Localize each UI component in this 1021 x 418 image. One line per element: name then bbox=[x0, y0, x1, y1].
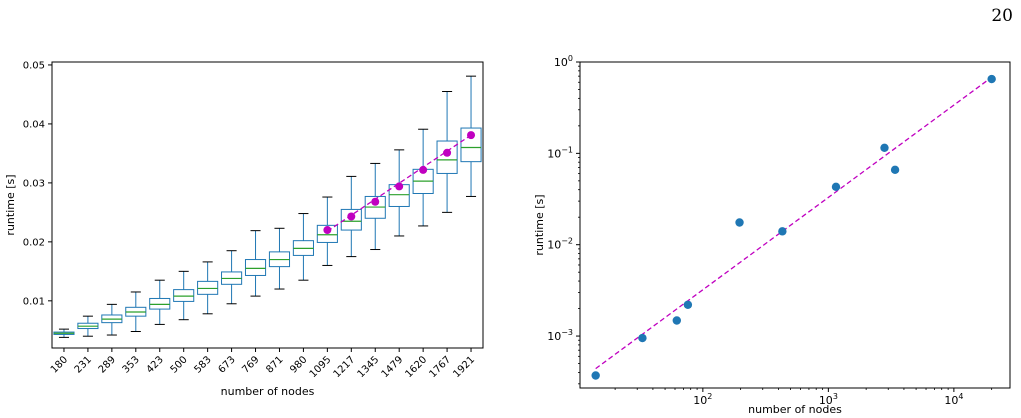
loglog-runtime-chart: 102 103 104 10−3 10−2 10−1 100 number of nodes r… bbox=[533, 54, 1011, 416]
page-number: 20 bbox=[991, 6, 1013, 26]
box-769 bbox=[244, 230, 267, 297]
data-point bbox=[347, 212, 356, 221]
box-289 bbox=[101, 303, 123, 336]
fit-line bbox=[595, 76, 993, 370]
x-tick-label: 500 bbox=[169, 354, 190, 375]
data-point bbox=[735, 218, 744, 227]
x-tick-label: 353 bbox=[121, 354, 142, 375]
data-point bbox=[419, 165, 428, 174]
box-1479 bbox=[388, 149, 410, 237]
y-tick-label: 100 bbox=[554, 54, 573, 69]
data-point bbox=[371, 197, 380, 206]
box-980 bbox=[292, 213, 314, 281]
x-tick-label: 769 bbox=[240, 354, 261, 375]
box-673 bbox=[221, 250, 243, 305]
x-axis-label: number of nodes bbox=[221, 385, 315, 398]
box-1620 bbox=[412, 128, 434, 227]
y-tick-label: 10−1 bbox=[547, 145, 573, 160]
data-point bbox=[683, 300, 693, 309]
x-tick-label: 289 bbox=[97, 354, 118, 375]
x-tick-label: 1921 bbox=[451, 354, 477, 380]
x-tick-label: 980 bbox=[288, 354, 309, 375]
x-tick-label: 103 bbox=[819, 392, 838, 407]
data-point bbox=[890, 165, 900, 175]
data-point bbox=[987, 74, 996, 84]
x-tick-label: 231 bbox=[73, 354, 94, 375]
box-1921 bbox=[460, 75, 482, 197]
box-1345 bbox=[364, 162, 386, 251]
x-tick-label: 1767 bbox=[427, 354, 453, 380]
y-tick-label: 0.01 bbox=[23, 296, 45, 307]
data-point bbox=[638, 333, 647, 343]
box-423 bbox=[149, 279, 171, 325]
data-point bbox=[323, 226, 332, 235]
box-353 bbox=[125, 291, 147, 332]
boxplot-runtime-chart: 0.01 0.02 0.03 0.04 0.05 180 231 289 353 423 500 58… bbox=[4, 60, 484, 398]
x-tick-label: 423 bbox=[145, 354, 166, 375]
x-tick-label: 102 bbox=[693, 392, 712, 407]
data-point bbox=[395, 182, 404, 191]
x-axis-label: number of nodes bbox=[748, 403, 842, 416]
box-body bbox=[316, 224, 338, 243]
y-tick-label: 10−2 bbox=[547, 237, 573, 252]
x-tick-label: 104 bbox=[944, 392, 963, 407]
box-1767 bbox=[436, 90, 458, 213]
box-body bbox=[340, 208, 362, 231]
x-tick-label: 871 bbox=[264, 354, 285, 375]
x-tick-label: 180 bbox=[49, 354, 70, 375]
x-tick-label: 583 bbox=[192, 354, 213, 375]
y-tick-label: 0.05 bbox=[23, 60, 45, 71]
box-871 bbox=[268, 227, 291, 290]
x-tick-label: 1095 bbox=[308, 354, 334, 380]
data-point bbox=[672, 316, 681, 325]
box-body bbox=[460, 127, 482, 163]
box-180 bbox=[53, 328, 75, 338]
data-point bbox=[778, 227, 787, 236]
box-231 bbox=[77, 315, 99, 337]
box-583 bbox=[197, 261, 219, 315]
box-1217 bbox=[340, 175, 362, 258]
x-tick-label: 1217 bbox=[332, 354, 358, 380]
data-point bbox=[831, 182, 841, 192]
x-tick-label: 1620 bbox=[403, 354, 429, 380]
y-tick-label: 0.04 bbox=[23, 119, 45, 130]
y-tick-label: 0.02 bbox=[23, 237, 45, 248]
data-point bbox=[467, 131, 476, 140]
data-point bbox=[591, 371, 600, 380]
plot-frame bbox=[579, 61, 1011, 389]
box-500 bbox=[173, 270, 195, 321]
x-tick-label: 1345 bbox=[356, 354, 382, 380]
data-point bbox=[880, 143, 889, 153]
y-tick-label: 10−3 bbox=[547, 328, 573, 343]
plot-frame bbox=[51, 61, 484, 349]
y-axis-label: runtime [s] bbox=[533, 194, 546, 255]
y-tick-label: 0.03 bbox=[23, 178, 45, 189]
y-axis-label: runtime [s] bbox=[4, 174, 17, 235]
data-point bbox=[443, 148, 452, 157]
x-tick-label: 1479 bbox=[380, 354, 406, 380]
box-body bbox=[244, 259, 267, 276]
box-1095 bbox=[316, 196, 338, 266]
x-tick-label: 673 bbox=[216, 354, 237, 375]
